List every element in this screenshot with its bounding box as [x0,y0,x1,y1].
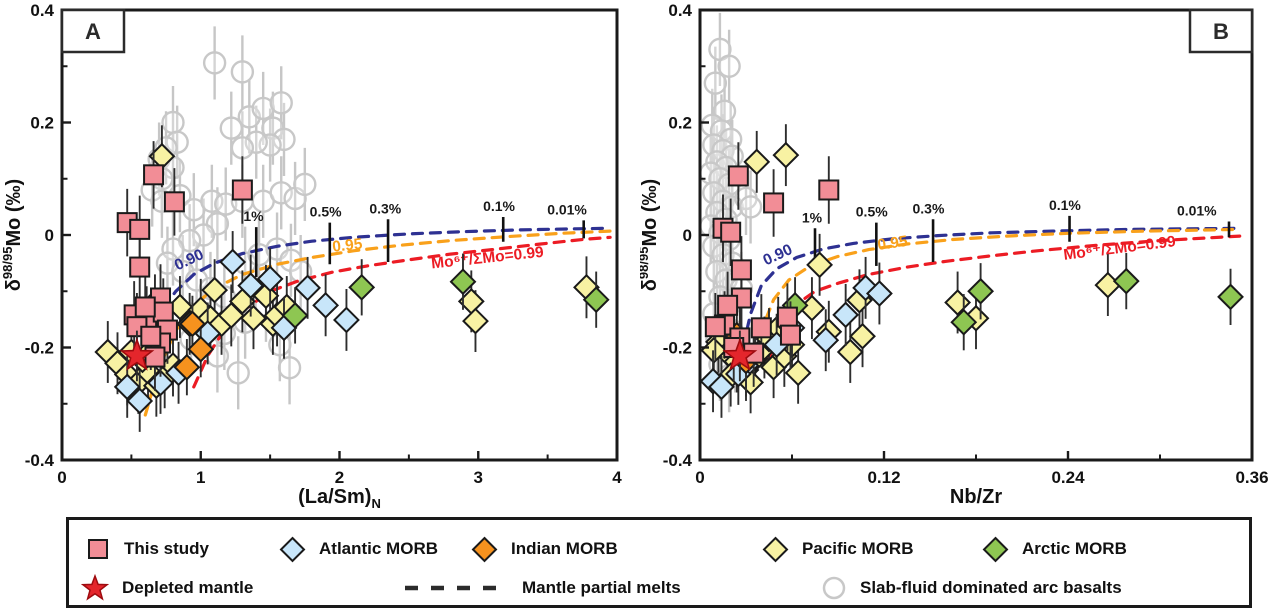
svg-text:0: 0 [57,468,66,487]
svg-text:0: 0 [45,226,54,245]
svg-text:0.1%: 0.1% [1049,197,1081,213]
panel-b-chart: 1% 0.5% 0.3% 0.1% 0.01% 0.90 0.95 Mo⁶⁺/ΣMo=0.99… [640,1,1269,508]
svg-text:0.3%: 0.3% [369,200,401,216]
legend: This study Atlantic MORB Indian MORB Pac… [66,517,1252,608]
svg-text:0.01%: 0.01% [1177,203,1217,219]
atlantic-morb-marker-icon [279,536,306,562]
dashed-line-icon [405,585,503,591]
svg-text:1%: 1% [243,208,264,224]
legend-item-pacific-morb: Pacific MORB [762,534,913,564]
legend-label: Indian MORB [511,539,618,558]
svg-text:0.5%: 0.5% [856,204,888,220]
legend-label: Arctic MORB [1022,539,1127,558]
legend-item-arctic-morb: Arctic MORB [982,534,1127,564]
svg-text:-0.4: -0.4 [25,451,55,470]
svg-text:-0.2: -0.2 [25,339,54,358]
svg-text:δ98/95Mo (‰): δ98/95Mo (‰) [0,179,25,291]
svg-text:4: 4 [612,468,622,487]
svg-text:0.3%: 0.3% [913,200,945,216]
svg-text:3: 3 [474,468,483,487]
svg-text:(La/Sm)N: (La/Sm)N [298,486,381,511]
svg-text:Nb/Zr: Nb/Zr [950,486,1002,508]
svg-text:Mo⁶⁺/ΣMo=0.99: Mo⁶⁺/ΣMo=0.99 [430,244,544,273]
legend-item-arc-basalts: Slab-fluid dominated arc basalts [821,573,1122,603]
legend-item-mantle-partial-melts: Mantle partial melts [399,573,681,603]
arc-basalt-circle-icon [822,576,846,600]
svg-text:0.2: 0.2 [30,114,54,133]
legend-item-depleted-mantle: Depleted mantle [81,573,253,603]
legend-label: Slab-fluid dominated arc basalts [860,578,1122,597]
svg-text:0: 0 [695,468,704,487]
this-study-marker-icon [88,539,108,559]
svg-text:0.5%: 0.5% [310,204,342,220]
svg-text:-0.2: -0.2 [663,339,692,358]
svg-text:0.1%: 0.1% [483,198,515,214]
svg-text:0.01%: 0.01% [547,201,587,217]
pacific-morb-marker-icon [762,536,789,562]
svg-text:0.24: 0.24 [1051,468,1085,487]
legend-item-this-study: This study [85,534,209,564]
svg-text:2: 2 [335,468,344,487]
svg-text:A: A [85,19,101,44]
svg-text:Mo⁶⁺/ΣMo=0.99: Mo⁶⁺/ΣMo=0.99 [1063,233,1178,264]
svg-text:-0.4: -0.4 [663,451,693,470]
panel-a-chart: 1% 0.5% 0.3% 0.1% 0.01%0.900.95 Mo⁶⁺/ΣMo=0.99… [0,1,622,511]
legend-label: Mantle partial melts [522,578,681,597]
svg-text:0.2: 0.2 [668,114,692,133]
svg-text:0: 0 [683,226,692,245]
svg-text:1%: 1% [802,209,823,225]
svg-text:0.90: 0.90 [761,241,796,269]
svg-text:0.12: 0.12 [867,468,900,487]
svg-text:0.36: 0.36 [1235,468,1268,487]
indian-morb-marker-icon [471,536,498,562]
legend-item-atlantic-morb: Atlantic MORB [279,534,438,564]
svg-text:0.4: 0.4 [668,1,692,20]
legend-label: This study [124,539,210,558]
legend-label: Atlantic MORB [319,539,438,558]
arctic-morb-marker-icon [982,536,1009,562]
legend-label: Depleted mantle [122,578,254,597]
svg-text:δ98/95Mo (‰): δ98/95Mo (‰) [640,179,661,291]
svg-text:0.95: 0.95 [876,233,909,254]
legend-label: Pacific MORB [802,539,914,558]
svg-text:0.95: 0.95 [331,236,363,256]
svg-text:B: B [1213,19,1229,44]
legend-item-indian-morb: Indian MORB [471,534,618,564]
svg-text:1: 1 [196,468,205,487]
svg-text:0.4: 0.4 [30,1,54,20]
depleted-mantle-star-icon [81,574,109,601]
